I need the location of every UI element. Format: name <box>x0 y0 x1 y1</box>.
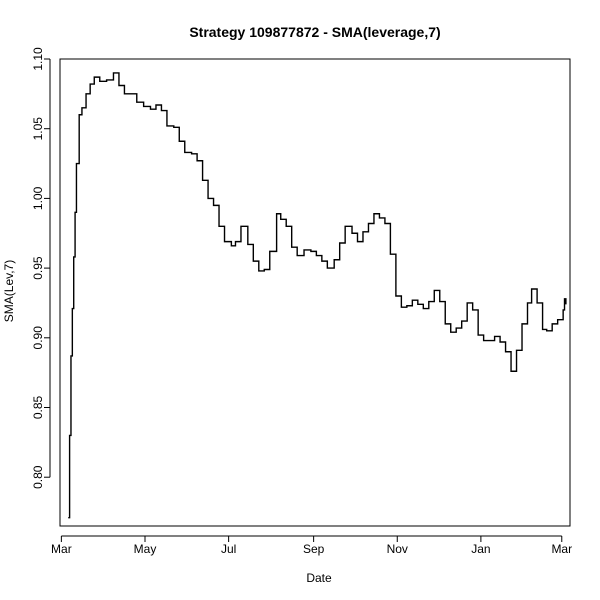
x-tick-label: Sep <box>303 542 325 556</box>
y-tick-label: 0.90 <box>31 326 45 350</box>
series-line-0 <box>68 72 567 519</box>
y-tick-label: 1.05 <box>31 117 45 141</box>
y-tick-label: 1.00 <box>31 186 45 210</box>
y-tick-label: 0.80 <box>31 465 45 489</box>
x-axis: Mar May Jul Sep Nov Jan Mar <box>51 535 572 556</box>
x-tick-label: May <box>134 542 157 556</box>
x-tick-label: Jul <box>221 542 236 556</box>
x-tick-label: Jan <box>471 542 490 556</box>
x-axis-label: Date <box>306 571 332 585</box>
series-layer <box>68 72 567 519</box>
y-tick-label: 1.10 <box>31 47 45 71</box>
x-tick-label: Mar <box>551 542 572 556</box>
x-tick-label: Nov <box>387 542 408 556</box>
y-tick-label: 0.95 <box>31 256 45 280</box>
y-axis: 0.80 0.85 0.90 0.95 1.00 1.05 1.10 <box>31 47 51 489</box>
x-tick-label: Mar <box>51 542 72 556</box>
y-axis-label: SMA(Lev,7) <box>2 260 16 322</box>
y-tick-label: 0.85 <box>31 396 45 420</box>
chart-title: Strategy 109877872 - SMA(leverage,7) <box>189 24 440 40</box>
plot-area-frame <box>59 58 571 527</box>
